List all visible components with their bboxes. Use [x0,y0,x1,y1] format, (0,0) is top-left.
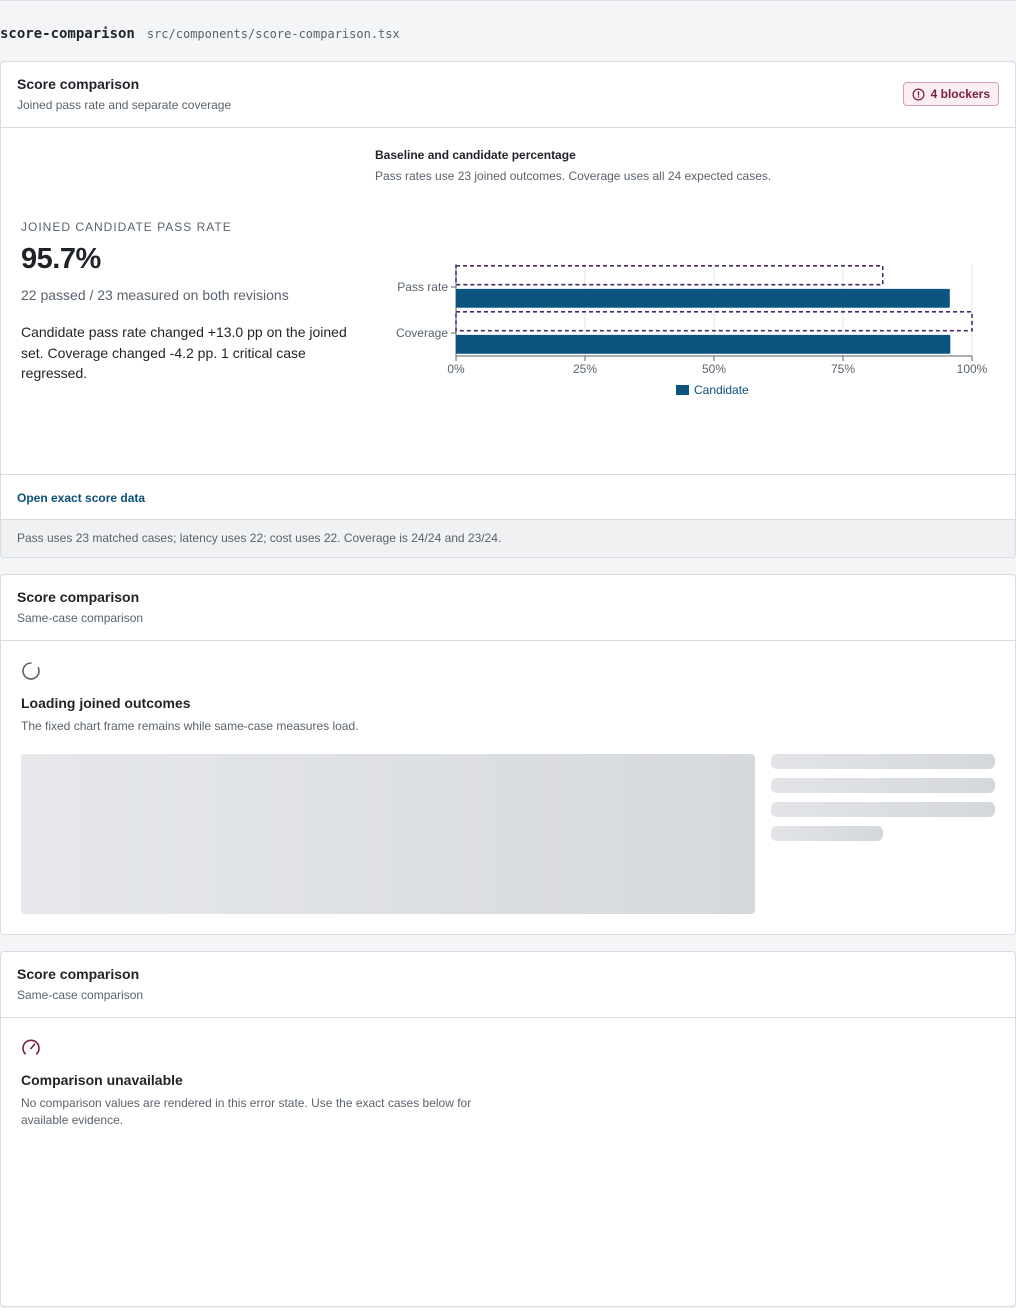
skeleton-line [771,826,883,841]
skeleton-line [771,802,995,817]
card-title: Score comparison [17,589,140,605]
error-title: Comparison unavailable [21,1072,183,1088]
kpi-summary: Candidate pass rate changed +13.0 pp on … [21,324,347,381]
y-tick-label: Pass rate [397,280,448,294]
error-description: No comparison values are rendered in thi… [21,1096,472,1127]
y-tick-label: Coverage [396,326,448,340]
chart-skeleton [21,754,755,914]
file-path: src/components/score-comparison.tsx [146,27,400,41]
card-title: Score comparison [17,966,140,982]
loading-description: The fixed chart frame remains while same… [21,719,359,733]
bar-candidate-coverage [456,334,951,354]
x-tick-label: 100% [957,362,988,376]
link-row: Open exact score data [1,474,1015,519]
blockers-badge[interactable]: 4 blockers [902,82,999,106]
x-tick-label: 50% [702,362,726,376]
card-body: JOINED CANDIDATE PASS RATE 95.7% 22 pass… [1,128,1015,474]
kpi-count: 22 passed / 23 measured on both revision… [21,287,289,303]
error-body: Comparison unavailable No comparison val… [1,1018,1015,1306]
card-footnote: Pass uses 23 matched cases; latency uses… [1,519,1015,557]
card-header: Score comparison Same-case comparison [1,575,1015,641]
card-subtitle: Same-case comparison [17,611,144,625]
legend-swatch-candidate [676,385,689,395]
skeleton-line [771,754,995,769]
loading-title: Loading joined outcomes [21,695,191,711]
component-name: score-comparison [0,26,135,42]
bar-candidate-pass-rate [456,288,950,308]
legend-label-candidate: Candidate [694,383,749,397]
bar-baseline-coverage [455,311,973,332]
loading-body: Loading joined outcomes The fixed chart … [1,641,1015,934]
alert-circle-icon [912,88,925,100]
spinner-icon [22,662,40,680]
kpi-label: JOINED CANDIDATE PASS RATE [21,220,232,234]
skeleton-line [771,778,995,793]
score-comparison-card-loading: Score comparison Same-case comparison Lo… [0,574,1016,935]
card-header: Score comparison Same-case comparison [1,952,1015,1018]
card-subtitle: Joined pass rate and separate coverage [17,98,232,112]
bar-baseline-pass-rate [455,265,884,286]
top-divider [0,0,1016,1]
card-subtitle: Same-case comparison [17,988,144,1002]
x-tick-label: 75% [831,362,855,376]
x-tick-label: 25% [573,362,597,376]
open-exact-score-data-link[interactable]: Open exact score data [17,491,146,505]
kpi-value: 95.7% [21,243,101,275]
score-comparison-card-ready: Score comparison Joined pass rate and se… [0,61,1016,558]
card-header: Score comparison Joined pass rate and se… [1,62,1015,128]
card-title: Score comparison [17,76,140,92]
chart-subtitle: Pass rates use 23 joined outcomes. Cover… [375,169,772,183]
gauge-icon [22,1039,40,1055]
bar-chart: 0% 25% 50% 75% 100% Pass rate Coverage Candidat… [396,264,988,397]
chart-title: Baseline and candidate percentage [375,148,576,162]
score-comparison-card-error: Score comparison Same-case comparison Co… [0,951,1016,1307]
x-tick-label: 0% [447,362,465,376]
file-header: score-comparison src/components/score-co… [0,26,400,46]
blockers-badge-label: 4 blockers [930,87,990,101]
